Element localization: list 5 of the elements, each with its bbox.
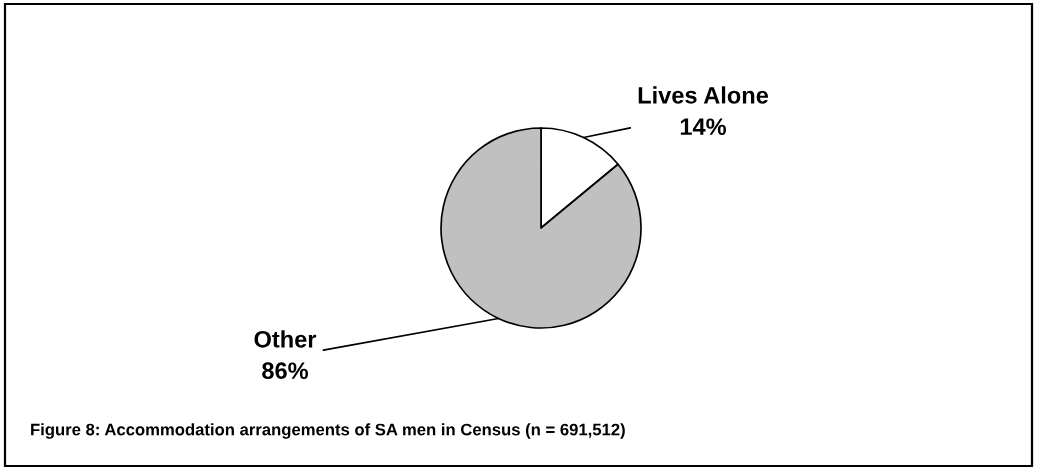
caption: Figure 8: Accommodation arrangements of SA men in Census (n = 691,512) [31,423,625,439]
data-label: 14% [680,118,727,135]
data-label: 86% [262,362,309,380]
slice-label: Other [254,330,317,348]
slice-label: Lives Alone [638,86,769,104]
